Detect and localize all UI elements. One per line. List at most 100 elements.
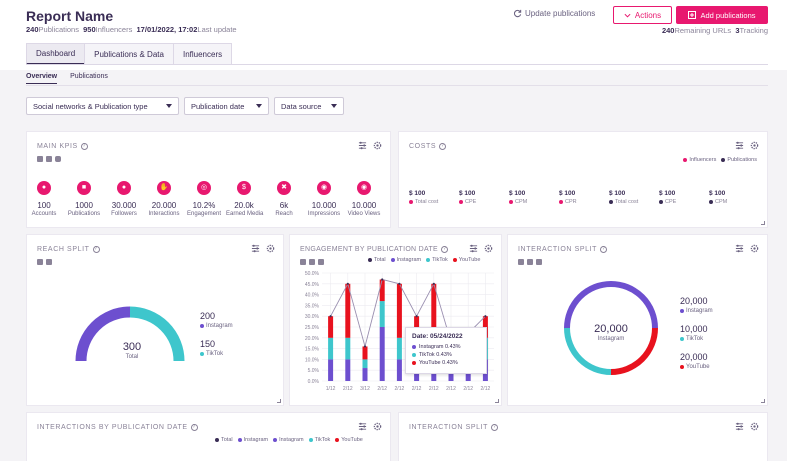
- cost-item: $ 100 Total cost: [609, 190, 657, 205]
- tab-influencers[interactable]: Influencers: [172, 43, 233, 65]
- sub-tabs: Overview Publications: [26, 73, 108, 84]
- subtabs-divider: [26, 85, 768, 86]
- help-icon[interactable]: ?: [439, 143, 447, 150]
- resize-handle[interactable]: [277, 399, 281, 403]
- card-tools: [735, 141, 759, 150]
- settings-sliders-icon[interactable]: [469, 244, 478, 253]
- subtab-overview[interactable]: Overview: [26, 73, 58, 84]
- bar-segment-youtube: [396, 283, 402, 338]
- donut-tiktok-arc: [564, 327, 612, 375]
- help-icon[interactable]: ?: [491, 424, 499, 431]
- help-icon[interactable]: ?: [80, 143, 88, 150]
- card-tools: [735, 422, 759, 431]
- cost-item: $ 100 CPM: [509, 190, 557, 205]
- gauge-tiktok-arc: [129, 306, 185, 362]
- social-network-icons: [518, 259, 542, 265]
- instagram-icon: [300, 259, 306, 265]
- resize-handle[interactable]: [761, 399, 765, 403]
- gear-icon[interactable]: [373, 141, 382, 150]
- settings-sliders-icon[interactable]: [735, 244, 744, 253]
- gear-icon[interactable]: [750, 422, 759, 431]
- kpi-label: Followers: [111, 211, 137, 217]
- publication-date-filter-label: Publication date: [191, 101, 245, 111]
- legend-influencers: Influencers: [683, 157, 716, 163]
- kpi-value: 1000: [75, 201, 93, 210]
- subtab-publications[interactable]: Publications: [70, 73, 108, 80]
- legend-dot: [273, 438, 278, 442]
- social-networks-filter[interactable]: Social networks & Publication type: [26, 97, 179, 115]
- resize-handle[interactable]: [761, 221, 765, 225]
- legend-dot: [368, 258, 372, 262]
- followers-icon: ●: [117, 181, 131, 195]
- cost-label: CPM: [509, 199, 557, 205]
- tracking-label: Tracking: [739, 26, 768, 35]
- costs-legend: Influencers Publications: [683, 157, 757, 163]
- hand-icon: ✋: [157, 181, 171, 195]
- kpi-label: Reach: [275, 211, 293, 217]
- settings-sliders-icon[interactable]: [735, 141, 744, 150]
- reach-icon: ✖: [277, 181, 291, 195]
- legend-dot: [459, 200, 463, 204]
- split-tiktok-label: TikTok: [680, 336, 703, 342]
- legend-dot: [659, 200, 663, 204]
- x-tick-label: 1/12: [326, 386, 336, 392]
- help-icon[interactable]: ?: [600, 246, 608, 253]
- tab-publications-data[interactable]: Publications & Data: [84, 43, 174, 65]
- reach-instagram-label: Instagram: [200, 323, 233, 329]
- cost-label: CPR: [559, 199, 607, 205]
- tab-dashboard[interactable]: Dashboard: [26, 43, 86, 65]
- cost-label-text: Total cost: [415, 199, 439, 205]
- total-point: [432, 282, 435, 285]
- legend-dot: [200, 324, 204, 328]
- actions-button[interactable]: Actions: [613, 6, 672, 24]
- reach-total-value: 300: [122, 341, 142, 353]
- legend-dot: [237, 438, 242, 442]
- cost-value: $ 100: [709, 190, 726, 197]
- youtube-icon: [55, 156, 61, 162]
- legend-youtube: YouTube: [335, 437, 363, 443]
- resize-handle[interactable]: [495, 399, 499, 403]
- legend-dot: [308, 438, 313, 442]
- report-header: Report Name 240Publications 950Influence…: [0, 0, 787, 70]
- legend-tiktok: TikTok: [426, 257, 448, 263]
- reach-tiktok-label: TikTok: [200, 351, 223, 357]
- help-icon[interactable]: ?: [441, 246, 449, 253]
- settings-sliders-icon[interactable]: [735, 422, 744, 431]
- bar-segment-tiktok: [362, 359, 368, 369]
- gear-icon[interactable]: [266, 244, 275, 253]
- caret-down-icon: [256, 104, 262, 108]
- publication-date-filter[interactable]: Publication date: [184, 97, 269, 115]
- legend-dot: [412, 361, 416, 365]
- legend-total-label: Total: [374, 257, 386, 263]
- kpi-label: Video Views: [347, 211, 381, 217]
- tiktok-icon: [46, 156, 52, 162]
- settings-sliders-icon[interactable]: [358, 141, 367, 150]
- split-tiktok-text: TikTok: [686, 336, 704, 342]
- update-publications-button[interactable]: Update publications: [513, 9, 595, 18]
- help-icon[interactable]: ?: [190, 424, 198, 431]
- settings-sliders-icon[interactable]: [251, 244, 260, 253]
- interactions-by-date-card: INTERACTIONS BY PUBLICATION DATE? Total …: [26, 412, 391, 461]
- split-instagram-label: Instagram: [680, 308, 713, 314]
- legend-instagram: Instagram: [390, 257, 421, 263]
- bar-segment-tiktok: [379, 301, 385, 327]
- actions-label: Actions: [634, 10, 662, 20]
- total-point: [329, 315, 332, 318]
- cost-label: CPM: [709, 199, 757, 205]
- gear-icon[interactable]: [484, 244, 493, 253]
- instagram-icon: [37, 156, 43, 162]
- cost-label: Total cost: [609, 199, 657, 205]
- help-icon[interactable]: ?: [92, 246, 100, 253]
- gear-icon[interactable]: [373, 422, 382, 431]
- interaction-split-bottom-card: INTERACTION SPLIT?: [398, 412, 768, 461]
- legend-dot: [609, 200, 613, 204]
- data-source-filter[interactable]: Data source: [274, 97, 344, 115]
- settings-sliders-icon[interactable]: [358, 422, 367, 431]
- gear-icon[interactable]: [750, 244, 759, 253]
- card-tools: [469, 244, 493, 253]
- card-title: REACH SPLIT?: [37, 246, 100, 253]
- tooltip-tiktok-text: TikTok 0.43%: [419, 352, 452, 358]
- add-publications-button[interactable]: Add publications: [676, 6, 768, 24]
- kpi-value: 20.0k: [234, 201, 254, 210]
- gear-icon[interactable]: [750, 141, 759, 150]
